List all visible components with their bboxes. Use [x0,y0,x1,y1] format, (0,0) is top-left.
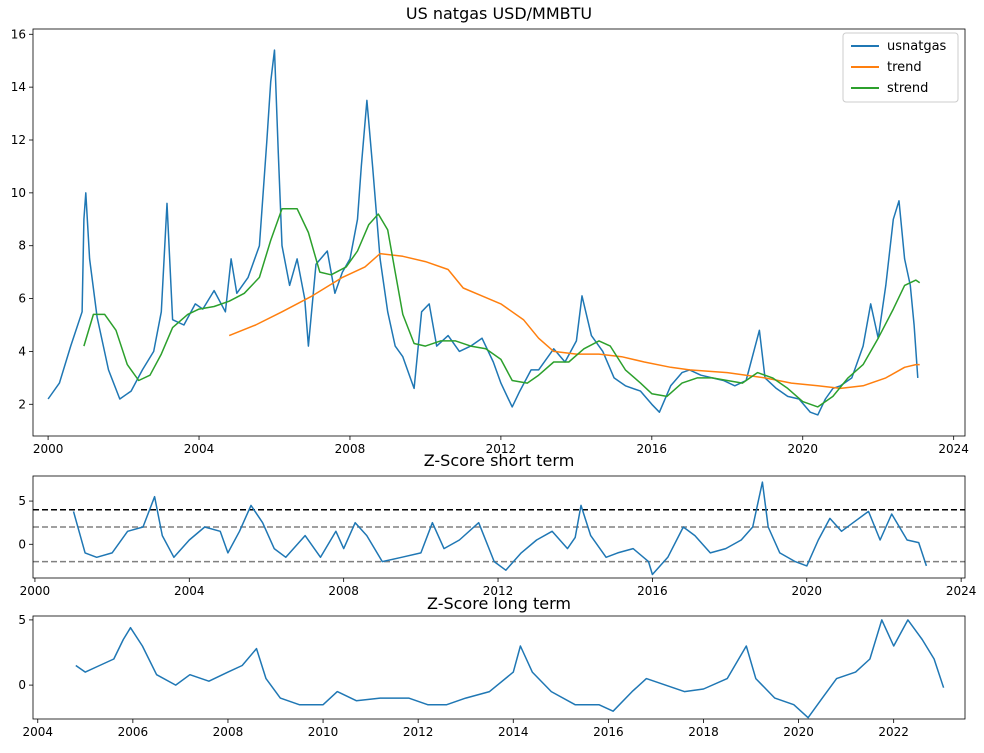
x-tick-label: 2000 [33,442,64,456]
legend-label-trend: trend [887,60,922,75]
legend-label-strend: strend [887,81,928,96]
y-tick-label: 4 [18,344,26,358]
x-tick-label: 2004 [174,584,205,598]
x-tick-label: 2020 [787,442,818,456]
x-tick-label: 2010 [308,725,339,739]
series-line-zscore [72,481,928,576]
chart-title: US natgas USD/MMBTU [406,4,592,23]
series-line-zscore [75,619,945,719]
legend-label-usnatgas: usnatgas [887,39,947,54]
series-line-usnatgas [47,49,919,416]
x-tick-label: 2024 [938,442,969,456]
chart-title: Z-Score short term [424,451,575,470]
axes-frame [32,475,966,579]
y-tick-label: 2 [18,397,26,411]
zscore-short-chart: Z-Score short term 2000 2004 2008 2012 2016 20… [18,451,976,598]
x-tick-label: 2000 [20,584,51,598]
x-tick-label: 2020 [783,725,814,739]
legend [842,32,959,103]
y-tick-label: 6 [18,292,26,306]
y-tick-label: 12 [11,133,26,147]
axes-frame [32,28,966,437]
x-tick-label: 2012 [486,442,517,456]
x-tick-label: 2016 [637,442,668,456]
x-tick-label: 2006 [118,725,149,739]
x-tick-label: 2024 [946,584,977,598]
price-chart: US natgas USD/MMBTU 2000 2004 2008 2012 2016 2… [11,4,969,456]
y-tick-label: 14 [11,80,26,94]
y-tick-label: 0 [18,537,26,551]
x-tick-label: 2008 [335,442,366,456]
x-tick-label: 2014 [498,725,529,739]
zscore-long-chart: Z-Score long term 2004 2006 2008 2010 2012 201… [18,594,966,739]
x-tick-label: 2008 [213,725,244,739]
y-tick-label: 0 [18,678,26,692]
y-tick-label: 5 [18,494,26,508]
y-tick-label: 10 [11,186,26,200]
x-tick-label: 2018 [688,725,719,739]
axes-frame [32,615,966,720]
x-tick-label: 2016 [637,584,668,598]
series-line-strend [83,207,921,408]
x-tick-label: 2020 [791,584,822,598]
x-tick-label: 2012 [483,584,514,598]
y-tick-label: 8 [18,239,26,253]
x-tick-label: 2008 [328,584,359,598]
x-tick-label: 2004 [22,725,53,739]
x-tick-label: 2004 [184,442,215,456]
y-tick-label: 16 [11,27,26,41]
chart-title: Z-Score long term [427,594,571,613]
y-tick-label: 5 [18,613,26,627]
x-tick-label: 2022 [878,725,909,739]
x-tick-label: 2016 [593,725,624,739]
series-line-trend [228,252,920,390]
x-tick-label: 2012 [403,725,434,739]
